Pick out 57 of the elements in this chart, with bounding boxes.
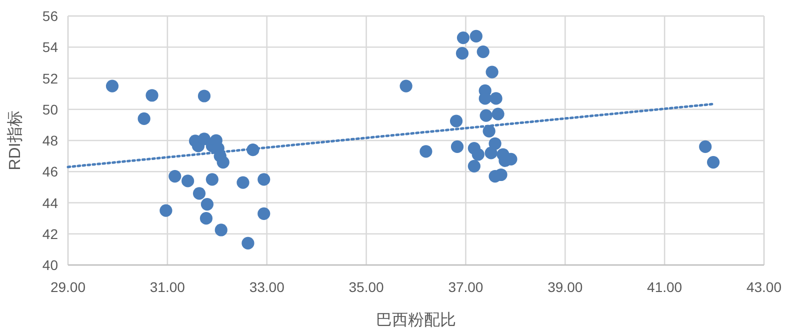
x-tick-label: 37.00: [448, 279, 484, 295]
point: [420, 145, 432, 158]
point: [206, 173, 218, 186]
point: [200, 198, 214, 211]
point: [182, 174, 194, 188]
x-tick-label: 43.00: [746, 279, 782, 295]
x-tick-label: 31.00: [150, 279, 186, 295]
y-axis-title: RDI指标: [6, 110, 24, 170]
point: [160, 204, 172, 217]
point: [476, 45, 490, 58]
point: [198, 132, 211, 146]
point: [168, 170, 182, 183]
x-axis-title: 巴西粉配比: [376, 311, 456, 329]
point: [450, 140, 464, 154]
point: [488, 137, 502, 150]
y-tick-label: 48: [42, 132, 58, 148]
point: [706, 156, 720, 169]
point: [200, 212, 213, 225]
point: [480, 109, 492, 122]
x-tick-label: 41.00: [647, 279, 682, 295]
point: [216, 156, 230, 169]
x-tick-label: 39.00: [548, 279, 583, 295]
y-tick-label: 44: [42, 194, 58, 211]
point: [699, 140, 712, 154]
y-tick-label: 40: [42, 257, 58, 273]
point: [494, 168, 508, 182]
point: [258, 207, 270, 220]
point: [468, 160, 480, 172]
point: [146, 89, 158, 102]
point: [486, 66, 498, 78]
y-tick-label: 46: [42, 164, 58, 180]
point: [242, 236, 254, 250]
point: [236, 176, 250, 189]
point: [198, 90, 211, 102]
point: [258, 173, 270, 186]
point: [138, 112, 150, 126]
point: [472, 148, 484, 161]
point: [490, 92, 502, 105]
point: [192, 187, 206, 200]
point: [470, 30, 482, 43]
x-tick-label: 29.00: [50, 279, 86, 295]
point: [492, 108, 504, 120]
point: [106, 80, 119, 92]
point: [450, 114, 463, 128]
x-tick-label: 33.00: [249, 279, 285, 295]
y-tick-label: 54: [42, 39, 58, 56]
point: [400, 80, 412, 92]
point: [456, 47, 469, 60]
y-tick-label: 56: [42, 8, 58, 24]
y-tick-label: 50: [42, 101, 58, 118]
x-tick-label: 35.00: [348, 279, 384, 295]
point: [484, 146, 498, 160]
point: [482, 124, 496, 138]
y-tick-label: 52: [42, 70, 58, 86]
point: [214, 224, 228, 236]
point: [456, 31, 470, 44]
y-tick-label: 42: [42, 226, 58, 242]
